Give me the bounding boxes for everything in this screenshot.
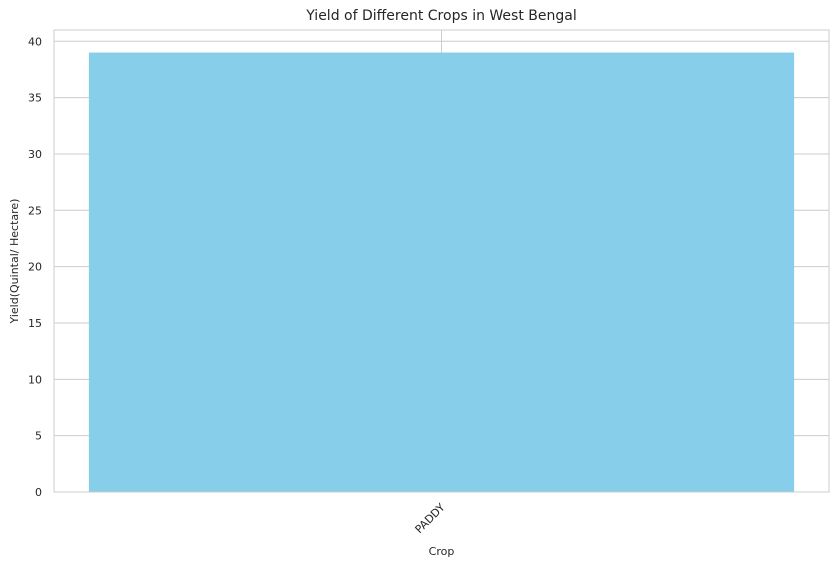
x-axis-label: Crop <box>429 545 455 558</box>
y-tick-label: 0 <box>35 486 42 499</box>
y-tick-label: 15 <box>28 317 42 330</box>
y-tick-labels: 0 5 10 15 20 25 30 35 40 <box>28 35 42 499</box>
y-tick-label: 35 <box>28 92 42 105</box>
y-tick-label: 25 <box>28 204 42 217</box>
bar-paddy <box>88 52 795 492</box>
y-tick-label: 20 <box>28 261 42 274</box>
x-tick-labels: PADDY <box>413 501 448 536</box>
bars-layer <box>88 52 795 492</box>
x-tick-label: PADDY <box>413 501 448 536</box>
y-tick-label: 10 <box>28 373 42 386</box>
y-axis-label: Yield(Quintal/ Hectare) <box>8 199 21 325</box>
y-tick-label: 40 <box>28 35 42 48</box>
y-tick-label: 5 <box>35 430 42 443</box>
chart-title: Yield of Different Crops in West Bengal <box>305 8 576 24</box>
y-tick-label: 30 <box>28 148 42 161</box>
plot-frame <box>53 29 830 493</box>
